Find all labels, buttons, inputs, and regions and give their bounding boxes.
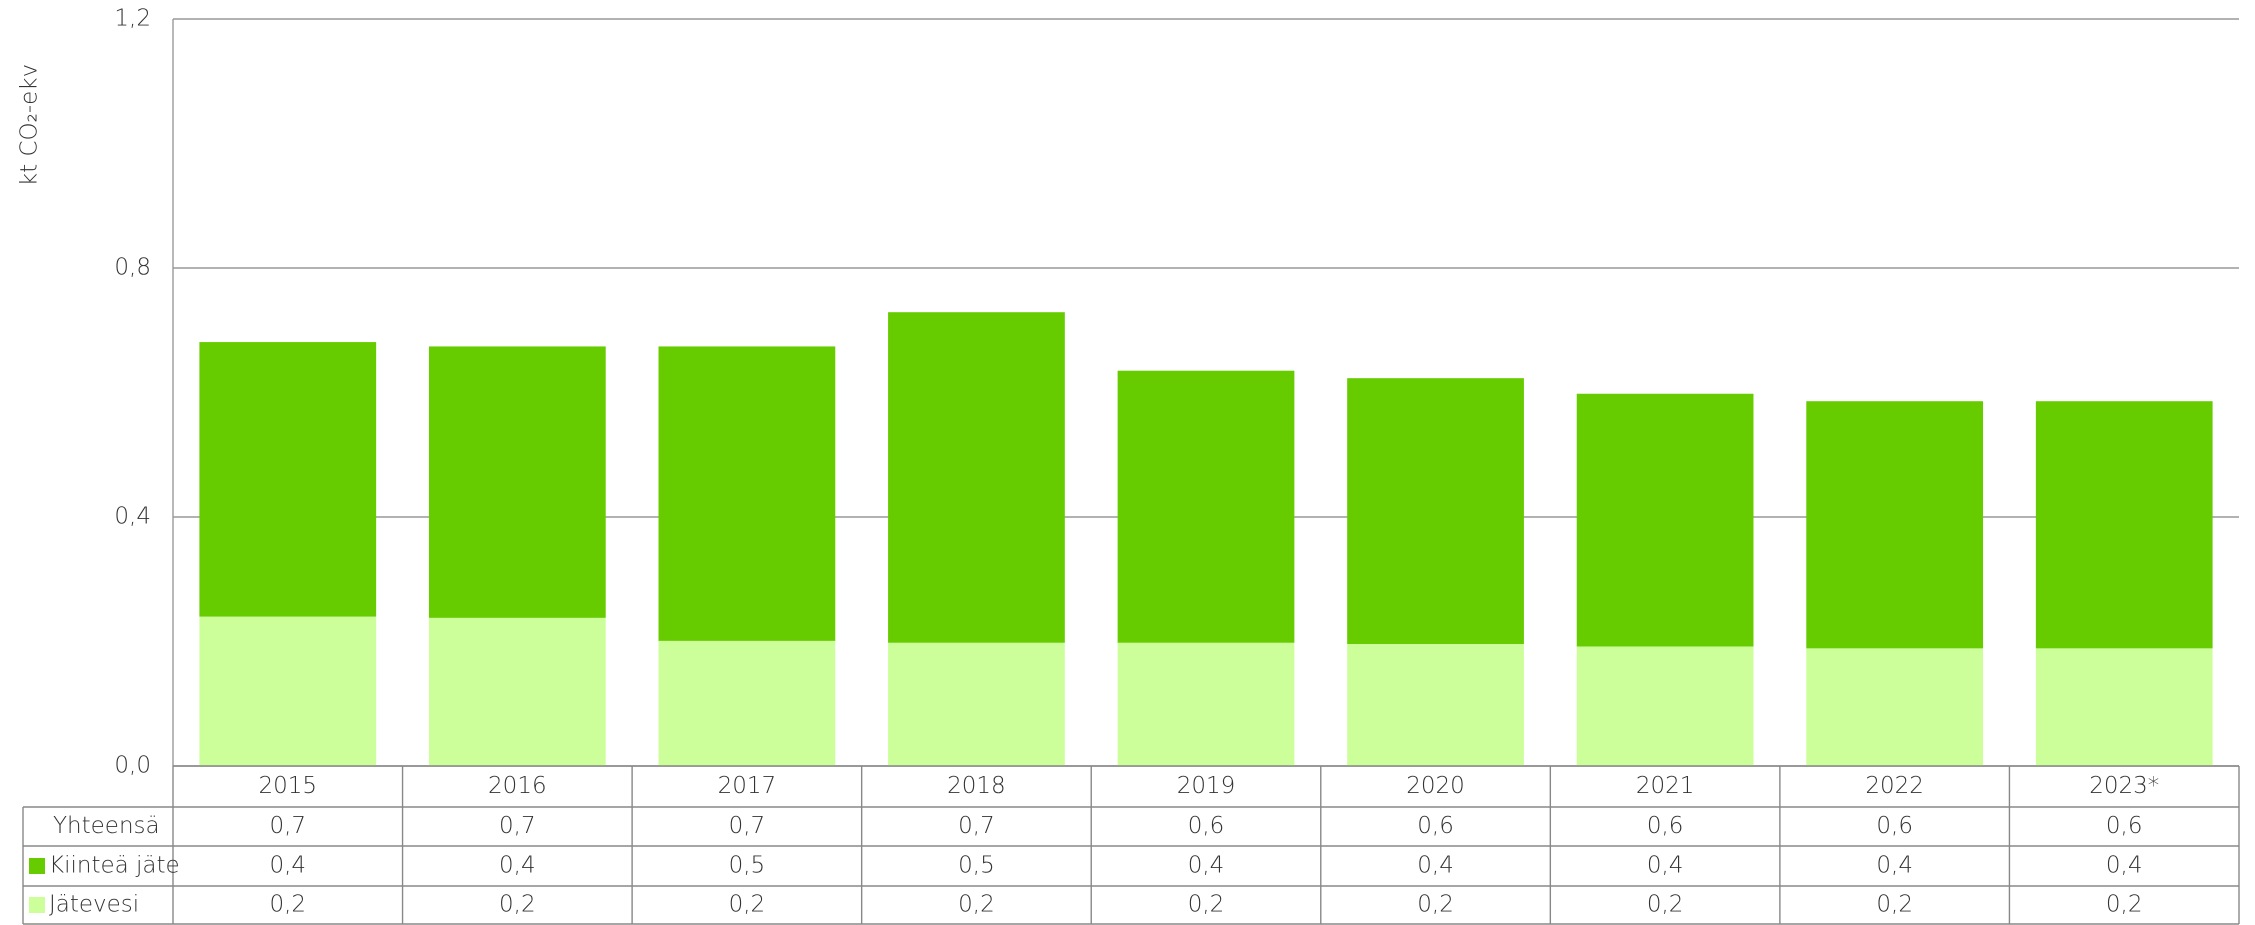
bar-segment bbox=[428, 346, 606, 618]
bar-segment bbox=[1117, 370, 1295, 643]
x-tick-label: 2016 bbox=[488, 773, 547, 799]
bar-segment bbox=[2035, 401, 2213, 649]
bar-segment bbox=[658, 346, 836, 641]
y-tick-label: 0,4 bbox=[114, 504, 151, 530]
y-axis-label: kt CO₂-ekv bbox=[17, 64, 43, 186]
table-value: 0,4 bbox=[2106, 853, 2143, 879]
table-value: 0,7 bbox=[499, 813, 536, 839]
table-value: 0,4 bbox=[269, 853, 306, 879]
y-tick-label: 0,0 bbox=[114, 753, 151, 779]
table-value: 0,7 bbox=[269, 813, 306, 839]
y-tick-label: 1,2 bbox=[114, 6, 151, 32]
table-value: 0,4 bbox=[1417, 853, 1454, 879]
legend-label: Jätevesi bbox=[49, 892, 139, 918]
table-value: 0,4 bbox=[1876, 853, 1913, 879]
table-value: 0,2 bbox=[269, 892, 306, 918]
table-value: 0,6 bbox=[1876, 813, 1913, 839]
table-value: 0,2 bbox=[1188, 892, 1225, 918]
table-value: 0,6 bbox=[1188, 813, 1225, 839]
bar-segment bbox=[199, 616, 377, 766]
table-value: 0,4 bbox=[499, 853, 536, 879]
legend-label: Kiinteä jäte bbox=[49, 853, 180, 879]
bar-segment bbox=[199, 342, 377, 617]
table-value: 0,6 bbox=[1647, 813, 1684, 839]
x-tick-label: 2017 bbox=[718, 773, 777, 799]
legend-swatch bbox=[29, 897, 45, 913]
x-tick-label: 2018 bbox=[947, 773, 1006, 799]
table-value: 0,5 bbox=[958, 853, 995, 879]
table-value: 0,2 bbox=[1876, 892, 1913, 918]
table-value: 0,6 bbox=[1417, 813, 1454, 839]
table-value: 0,2 bbox=[1417, 892, 1454, 918]
y-tick-label: 0,8 bbox=[114, 255, 151, 281]
x-tick-label: 2019 bbox=[1177, 773, 1236, 799]
table-value: 0,7 bbox=[729, 813, 766, 839]
bar-segment bbox=[1576, 646, 1754, 766]
bar-segment bbox=[1117, 642, 1295, 766]
x-tick-label: 2022 bbox=[1865, 773, 1924, 799]
table-value: 0,6 bbox=[2106, 813, 2143, 839]
row-label: Yhteensä bbox=[53, 813, 160, 839]
bar-segment bbox=[1347, 643, 1524, 766]
bar-segment bbox=[1347, 378, 1524, 644]
table-value: 0,2 bbox=[958, 892, 995, 918]
x-tick-label: 2020 bbox=[1406, 773, 1465, 799]
bar-segment bbox=[1806, 648, 1984, 766]
x-tick-label: 2021 bbox=[1636, 773, 1695, 799]
table-value: 0,2 bbox=[1647, 892, 1684, 918]
table-value: 0,2 bbox=[499, 892, 536, 918]
table-value: 0,5 bbox=[729, 853, 766, 879]
table-value: 0,4 bbox=[1647, 853, 1684, 879]
bar-segment bbox=[2035, 648, 2213, 766]
x-tick-label: 2015 bbox=[259, 773, 318, 799]
table-value: 0,2 bbox=[2106, 892, 2143, 918]
legend-swatch bbox=[29, 858, 45, 874]
bar-segment bbox=[658, 640, 836, 766]
x-tick-label: 2023* bbox=[2089, 773, 2159, 799]
bar-segment bbox=[428, 617, 606, 766]
table-value: 0,2 bbox=[729, 892, 766, 918]
bar-segment bbox=[1806, 401, 1984, 649]
table-value: 0,7 bbox=[958, 813, 995, 839]
table-value: 0,4 bbox=[1188, 853, 1225, 879]
bar-segment bbox=[888, 312, 1065, 643]
bar-segment bbox=[1576, 393, 1754, 647]
bar-segment bbox=[888, 642, 1065, 766]
